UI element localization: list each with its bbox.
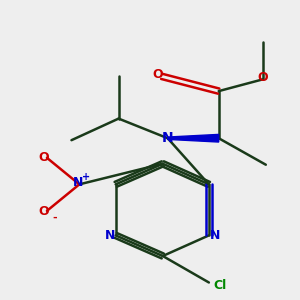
Text: -: - xyxy=(52,212,57,222)
Text: N: N xyxy=(105,229,115,242)
Text: O: O xyxy=(38,205,49,218)
Text: O: O xyxy=(152,68,163,81)
Text: +: + xyxy=(82,172,90,182)
Text: N: N xyxy=(162,131,173,145)
Text: N: N xyxy=(210,229,220,242)
Polygon shape xyxy=(168,134,219,142)
Text: Cl: Cl xyxy=(213,279,226,292)
Text: O: O xyxy=(258,71,268,84)
Text: O: O xyxy=(38,152,49,164)
Text: N: N xyxy=(73,176,83,189)
